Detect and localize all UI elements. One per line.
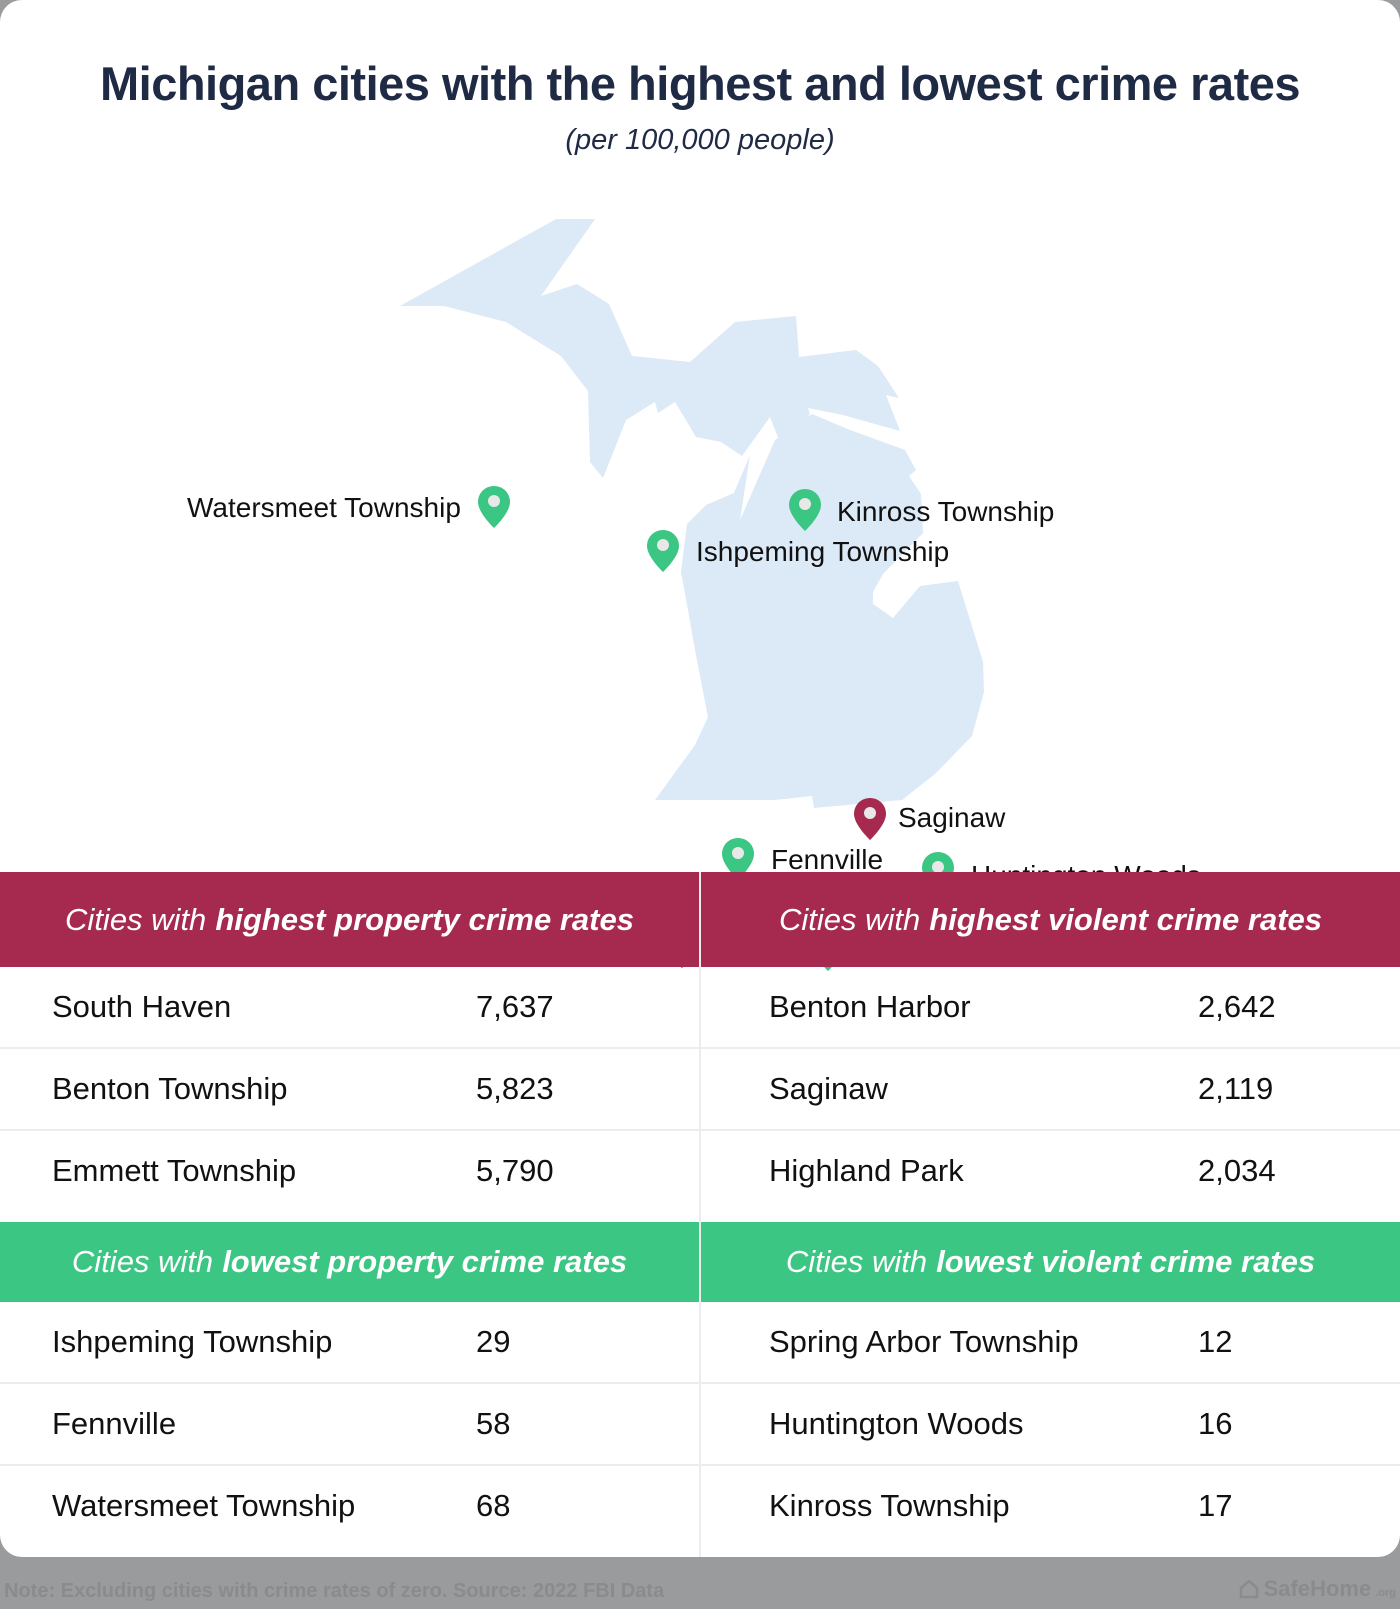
table-row: Kinross Township 17: [701, 1466, 1400, 1546]
pin-icon-saginaw[interactable]: [852, 796, 888, 842]
header-highest-property: Cities with highest property crime rates: [0, 872, 699, 967]
city-name: Highland Park: [769, 1153, 964, 1188]
table-row: Spring Arbor Township 12: [701, 1302, 1400, 1384]
city-name: Fennville: [52, 1406, 177, 1441]
crime-rate: 17: [1198, 1488, 1233, 1523]
michigan-outline: [400, 219, 984, 808]
map-label-ishpeming: Ishpeming Township: [696, 536, 950, 567]
pin-icon-watersmeet[interactable]: [476, 484, 512, 530]
header-lowest-property: Cities with lowest property crime rates: [0, 1222, 699, 1302]
table-row: Watersmeet Township 68: [0, 1466, 699, 1546]
logo-text: SafeHome: [1263, 1576, 1372, 1601]
table-row: Emmett Township 5,790: [0, 1131, 699, 1211]
city-name: Saginaw: [769, 1071, 888, 1106]
header-highest-violent: Cities with highest violent crime rates: [701, 872, 1400, 967]
city-name: South Haven: [52, 989, 232, 1024]
city-name: Benton Harbor: [769, 989, 971, 1024]
page-subtitle: (per 100,000 people): [565, 124, 835, 156]
footer-note: Note: Excluding cities with crime rates …: [4, 1580, 665, 1602]
crime-rate: 29: [476, 1324, 511, 1359]
map-label-kinross: Kinross Township: [837, 496, 1055, 527]
crime-rate: 5,790: [476, 1153, 554, 1188]
crime-rate: 5,823: [476, 1071, 554, 1106]
city-name: Watersmeet Township: [52, 1488, 356, 1523]
table-row: Benton Harbor 2,642: [701, 967, 1400, 1049]
crime-rate: 12: [1198, 1324, 1233, 1359]
map-label-fennville: Fennville: [771, 844, 884, 875]
crime-rate: 58: [476, 1406, 511, 1441]
city-name: Kinross Township: [769, 1488, 1010, 1523]
column-divider: [699, 872, 701, 1557]
map-label-watersmeet: Watersmeet Township: [187, 492, 461, 523]
crime-rate: 16: [1198, 1406, 1233, 1441]
pin-icon-kinross[interactable]: [787, 487, 823, 533]
house-icon: [1239, 1579, 1258, 1599]
pin-icon-fennville[interactable]: [720, 836, 756, 882]
crime-rate: 7,637: [476, 989, 554, 1024]
crime-rate: 2,119: [1198, 1071, 1274, 1106]
map-label-saginaw: Saginaw: [898, 802, 1006, 833]
table-row: Ishpeming Township 29: [0, 1302, 699, 1384]
table-row: Highland Park 2,034: [701, 1131, 1400, 1211]
infographic-card: Michigan cities with the highest and low…: [0, 0, 1400, 1557]
crime-rate: 2,034: [1198, 1153, 1276, 1188]
table-row: South Haven 7,637: [0, 967, 699, 1049]
logo-suffix: .org: [1375, 1587, 1396, 1599]
michigan-map: Watersmeet Township Kinross Township Ish…: [0, 180, 1400, 971]
city-name: Spring Arbor Township: [769, 1324, 1079, 1359]
city-name: Huntington Woods: [769, 1406, 1024, 1441]
pin-icon-ishpeming[interactable]: [645, 528, 681, 574]
city-name: Ishpeming Township: [52, 1324, 333, 1359]
safehome-logo[interactable]: SafeHome .org: [1238, 1576, 1396, 1602]
table-row: Saginaw 2,119: [701, 1049, 1400, 1131]
table-row: Huntington Woods 16: [701, 1384, 1400, 1466]
crime-rate: 68: [476, 1488, 511, 1523]
crime-rate: 2,642: [1198, 989, 1276, 1024]
header-lowest-violent: Cities with lowest violent crime rates: [701, 1222, 1400, 1302]
city-name: Emmett Township: [52, 1153, 297, 1188]
table-row: Benton Township 5,823: [0, 1049, 699, 1131]
table-row: Fennville 58: [0, 1384, 699, 1466]
page-title: Michigan cities with the highest and low…: [99, 57, 1301, 110]
city-name: Benton Township: [52, 1071, 288, 1106]
